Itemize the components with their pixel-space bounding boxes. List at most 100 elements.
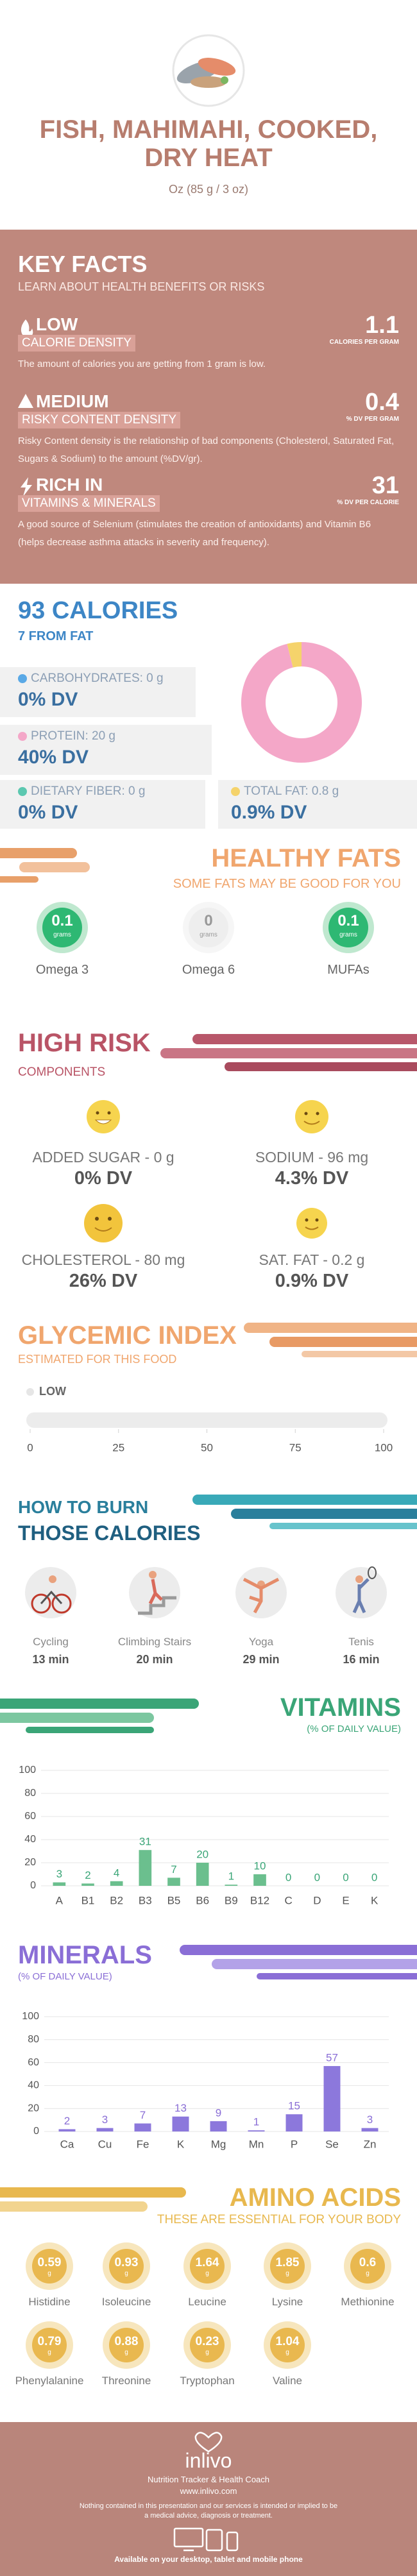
donut-slice — [241, 642, 362, 763]
section-subtitle: THESE ARE ESSENTIAL FOR YOUR BODY — [157, 2213, 401, 2226]
value-label: 3 — [56, 1868, 62, 1880]
decor-stripe — [0, 1699, 199, 1709]
chart-title: GLYCEMIC INDEX — [18, 1321, 237, 1350]
decor-stripe — [192, 1495, 417, 1505]
legend-swatch — [231, 787, 240, 796]
amino-unit: g — [124, 2349, 128, 2356]
x-tick-label: D — [313, 1894, 321, 1906]
risk-label: SAT. FAT - 0.2 g — [259, 1251, 365, 1268]
value-label: 0 — [343, 1871, 348, 1883]
y-tick-label: 60 — [28, 2057, 39, 2068]
decor-stripe — [19, 862, 90, 872]
amino-circle — [32, 2328, 67, 2362]
x-tick-label: 25 — [112, 1441, 124, 1453]
fact-value: 31 — [371, 472, 399, 499]
value-label: 0 — [285, 1871, 291, 1883]
bar — [167, 1877, 180, 1886]
footer-background — [0, 2422, 417, 2576]
gauge-marker — [26, 1388, 34, 1396]
fat-name: Omega 3 — [35, 963, 89, 977]
legend-band — [0, 667, 196, 717]
y-tick-label: 20 — [24, 1857, 36, 1868]
amino-name: Methionine — [341, 2296, 395, 2308]
section-title: HEALTHY FATS — [211, 844, 401, 872]
activity-time: 13 min — [32, 1653, 69, 1666]
x-tick-label: B9 — [225, 1894, 238, 1906]
fact-text: The amount of calories you are getting f… — [18, 359, 266, 369]
amino-name: Histidine — [28, 2296, 71, 2308]
bar — [323, 2065, 341, 2131]
brand: inlivo — [185, 2449, 232, 2472]
value-label: 15 — [288, 2100, 300, 2112]
value-label: 2 — [85, 1869, 90, 1881]
fish-piece — [191, 76, 226, 88]
y-tick-label: 20 — [28, 2103, 39, 2114]
amino-unit: g — [124, 2270, 128, 2277]
x-tick-label: C — [285, 1894, 293, 1906]
amino-value: 1.85 — [275, 2256, 300, 2269]
x-tick-label: Zn — [364, 2138, 377, 2150]
decor-stripe — [269, 1337, 417, 1347]
decor-stripe — [192, 1034, 417, 1044]
value-label: 20 — [196, 1848, 208, 1860]
dv-label: 0% DV — [18, 802, 78, 823]
fact-value: 0.4 — [365, 389, 399, 416]
x-tick-label: B5 — [167, 1894, 181, 1906]
value-label: 1 — [253, 2116, 259, 2128]
fat-circle — [42, 908, 82, 947]
amino-value: 1.64 — [195, 2256, 219, 2269]
amino-name: Phenylalanine — [15, 2375, 84, 2387]
fat-value: 0 — [204, 912, 213, 929]
device-icons — [173, 2527, 239, 2552]
decor-stripe — [244, 1323, 417, 1333]
fact-label: VITAMINS & MINERALS — [18, 495, 160, 512]
amino-unit: g — [47, 2349, 51, 2356]
section-subtitle: COMPONENTS — [18, 1065, 106, 1079]
amino-value: 0.59 — [37, 2256, 62, 2269]
fact-unit: % DV PER GRAM — [346, 416, 399, 423]
y-tick-label: 100 — [19, 1765, 36, 1775]
x-tick-label: K — [371, 1894, 379, 1906]
x-tick-label: 100 — [375, 1441, 393, 1453]
fact-text: Risky Content density is the relationshi… — [18, 436, 395, 464]
chart-title: 93 CALORIES — [18, 597, 178, 624]
tagline: Nutrition Tracker & Health Coach — [147, 2475, 270, 2484]
fact-unit: CALORIES PER GRAM — [329, 339, 399, 346]
amino-value: 0.23 — [195, 2335, 219, 2348]
amino-unit: g — [47, 2270, 51, 2277]
fat-value: 0.1 — [337, 912, 359, 929]
risk-dv: 0.9% DV — [275, 1271, 349, 1291]
activity-name: Tenis — [348, 1636, 374, 1648]
garnish — [221, 76, 228, 84]
section-subtitle: SOME FATS MAY BE GOOD FOR YOU — [173, 877, 401, 891]
chart-subtitle: ESTIMATED FOR THIS FOOD — [18, 1353, 177, 1366]
decor-stripe — [0, 1713, 154, 1723]
dv-label: 0% DV — [18, 689, 78, 710]
legend-band — [0, 780, 205, 829]
available: Available on your desktop, tablet and mo… — [114, 2555, 303, 2564]
x-tick-label: Mg — [211, 2138, 226, 2150]
decor-stripe — [257, 1973, 417, 1979]
fat-name: MUFAs — [327, 963, 370, 977]
y-tick-label: 0 — [30, 1880, 36, 1891]
value-label: 10 — [254, 1860, 266, 1872]
x-tick-label: Fe — [137, 2138, 149, 2150]
dv-label: 40% DV — [18, 747, 89, 768]
emoji-icons — [84, 1100, 328, 1242]
section-title: HOW TO BURN — [18, 1497, 149, 1517]
fat-unit: grams — [200, 931, 217, 938]
decor-stripe — [160, 1048, 417, 1058]
fat-unit: grams — [53, 931, 71, 938]
x-tick-label: B1 — [81, 1894, 95, 1906]
y-tick-label: 80 — [28, 2034, 39, 2045]
risk-label: SODIUM - 96 mg — [255, 1149, 369, 1165]
x-tick-label: Mn — [249, 2138, 264, 2150]
y-tick-label: 80 — [24, 1788, 36, 1799]
amino-value: 0.88 — [114, 2335, 139, 2348]
amino-circle — [270, 2249, 305, 2284]
decor-stripe — [0, 2187, 186, 2198]
x-tick-label: 0 — [27, 1441, 33, 1453]
amino-circle — [190, 2249, 225, 2284]
